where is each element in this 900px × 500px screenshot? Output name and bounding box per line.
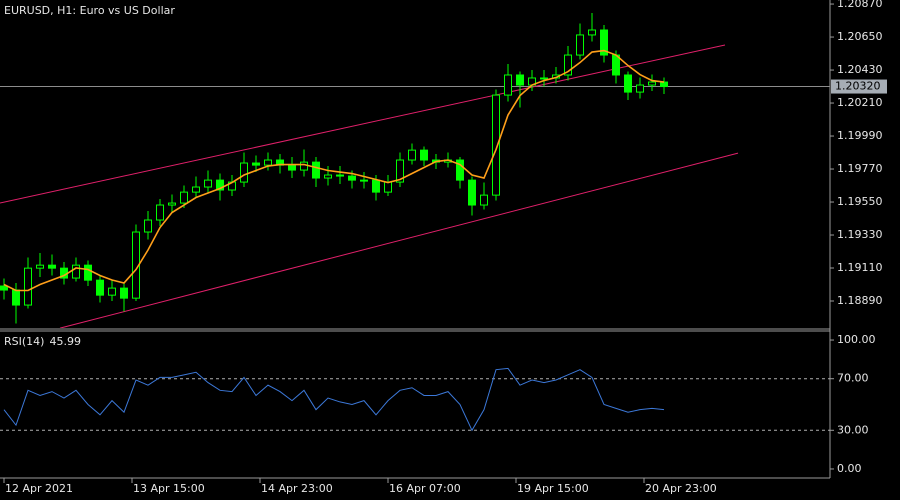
candle-body — [108, 287, 116, 296]
price-pane — [0, 13, 830, 328]
candle-body — [336, 174, 344, 177]
candle-body — [0, 285, 8, 291]
candle-body — [384, 181, 392, 193]
candle-body — [36, 264, 44, 269]
x-tick-label: 19 Apr 15:00 — [517, 482, 589, 495]
y-tick-label: 1.20210 — [837, 96, 883, 109]
y-tick-label: 1.19550 — [837, 195, 883, 208]
y-tick-label: 1.20650 — [837, 30, 883, 43]
candle-body — [456, 159, 464, 181]
candle-body — [288, 164, 296, 171]
candle-body — [252, 162, 260, 166]
x-tick-label: 12 Apr 2021 — [5, 482, 73, 495]
candle-body — [192, 186, 200, 193]
indicator-name: RSI(14) — [4, 335, 44, 348]
moving-average — [3, 49, 665, 292]
candle-body — [120, 287, 128, 299]
current-price-box — [831, 79, 887, 94]
x-tick-label: 16 Apr 07:00 — [389, 482, 461, 495]
candle-body — [504, 74, 512, 96]
candle-body — [180, 191, 188, 204]
candle-body — [216, 179, 224, 191]
axes: 1.20870 1.20650 1.20430 1.20210 1.19990 1.197… — [3, 0, 887, 495]
y-tick-label: 1.19110 — [837, 261, 883, 274]
candle-body — [396, 159, 404, 183]
candle-body — [408, 149, 416, 161]
x-tick-label: 20 Apr 23:00 — [645, 482, 717, 495]
channel-line — [0, 44, 726, 204]
x-tick-label: 13 Apr 15:00 — [133, 482, 205, 495]
y-tick-label: 1.19990 — [837, 129, 883, 142]
candle-body — [564, 54, 572, 76]
candle-body — [492, 94, 500, 196]
channel-line — [59, 152, 739, 328]
indicator-title: RSI(14) 45.99 — [4, 335, 81, 348]
candle-body — [360, 179, 368, 182]
candle-body — [240, 162, 248, 183]
candle-body — [264, 159, 272, 166]
candle-body — [48, 264, 56, 269]
y-tick-label: 70.00 — [837, 372, 869, 385]
candle-body — [84, 264, 92, 281]
candle-body — [168, 202, 176, 206]
candle-body — [144, 219, 152, 233]
candle-body — [648, 81, 656, 86]
candle-body — [300, 161, 308, 171]
candle-body — [600, 29, 608, 56]
candle-body — [588, 29, 596, 36]
candle-body — [636, 84, 644, 93]
y-tick-label: 30.00 — [837, 423, 869, 436]
rsi-line — [3, 367, 665, 432]
candle-body — [312, 161, 320, 179]
x-tick-label: 14 Apr 23:00 — [261, 482, 333, 495]
candle-body — [576, 34, 584, 56]
candle-body — [12, 289, 20, 306]
candle-body — [420, 149, 428, 161]
rsi-pane — [0, 367, 830, 432]
y-tick-label: 100.00 — [837, 333, 876, 346]
y-tick-label: 0.00 — [837, 462, 862, 475]
y-tick-label: 1.19770 — [837, 162, 883, 175]
candle-body — [540, 77, 548, 80]
candle-body — [204, 179, 212, 188]
indicator-value: 45.99 — [49, 335, 81, 348]
y-tick-label: 1.19330 — [837, 228, 883, 241]
candle-body — [468, 179, 476, 206]
current-price-label: 1.20320 — [835, 80, 881, 93]
candle-body — [516, 74, 524, 86]
candle-body — [624, 74, 632, 93]
candle-body — [96, 279, 104, 296]
chart-title: EURUSD, H1: Euro vs US Dollar — [4, 4, 175, 17]
candle-body — [324, 174, 332, 179]
y-tick-label: 1.20870 — [837, 0, 883, 10]
candle-body — [24, 267, 32, 306]
y-tick-label: 1.20430 — [837, 63, 883, 76]
y-tick-label: 1.18890 — [837, 294, 883, 307]
candle-body — [156, 204, 164, 221]
candle-body — [348, 175, 356, 181]
candle-body — [72, 264, 80, 279]
candle-body — [480, 194, 488, 206]
candle-body — [660, 81, 668, 88]
candle-body — [372, 179, 380, 193]
